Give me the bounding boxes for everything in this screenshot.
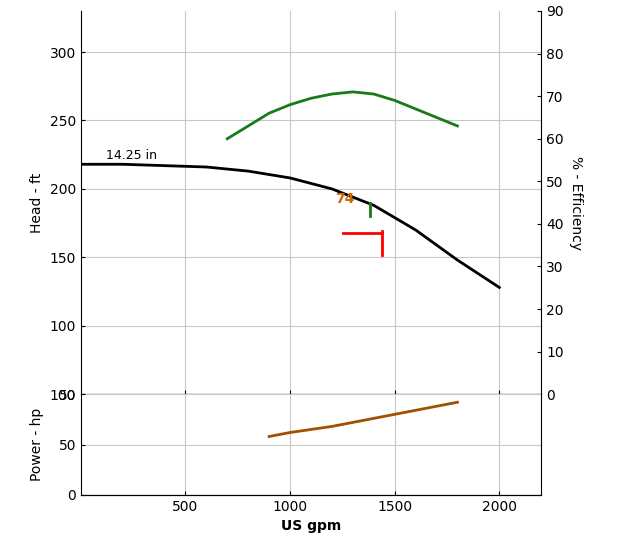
Text: 14.25 in: 14.25 in [106,148,157,162]
Y-axis label: Power - hp: Power - hp [30,408,44,481]
X-axis label: US gpm: US gpm [281,519,341,534]
Y-axis label: Head - ft: Head - ft [30,173,44,233]
Y-axis label: % - Efficiency: % - Efficiency [569,156,583,250]
Text: 74: 74 [335,191,355,206]
